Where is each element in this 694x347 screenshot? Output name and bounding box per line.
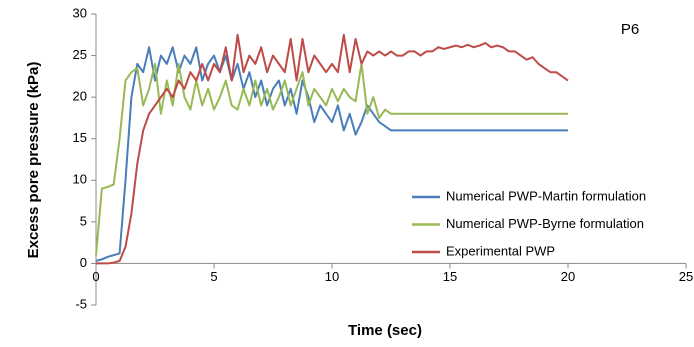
y-tick-label: 30 <box>73 5 87 20</box>
x-tick-label: 10 <box>325 269 339 284</box>
x-tick-label: 20 <box>561 269 575 284</box>
legend-label: Numerical PWP-Martin formulation <box>446 188 646 203</box>
x-axis-label: Time (sec) <box>348 322 422 339</box>
y-tick-label: 20 <box>73 89 87 104</box>
legend-label: Numerical PWP-Byrne formulation <box>446 216 644 231</box>
legend-label: Experimental PWP <box>446 243 555 258</box>
y-tick-label: 5 <box>80 213 87 228</box>
x-tick-label: 0 <box>92 269 99 284</box>
y-tick-label: -5 <box>75 296 87 311</box>
x-tick-label: 15 <box>443 269 457 284</box>
y-axis-label: Excess pore pressure (kPa) <box>25 62 42 259</box>
y-tick-label: 15 <box>73 130 87 145</box>
series-line <box>95 46 568 262</box>
x-tick-label: 5 <box>210 269 217 284</box>
annotation: P6 <box>621 21 639 38</box>
x-tick-label: 25 <box>679 269 693 284</box>
y-tick-label: 10 <box>73 172 87 187</box>
y-tick-label: 0 <box>80 255 87 270</box>
y-tick-label: 25 <box>73 47 87 62</box>
series-line <box>96 33 569 265</box>
